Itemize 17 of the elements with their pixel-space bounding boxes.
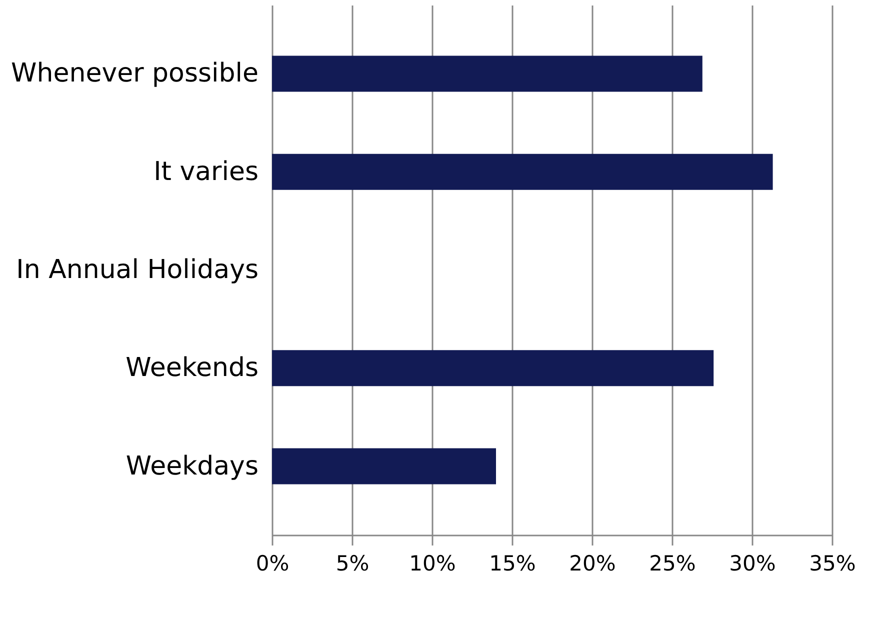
y-tick-label: It varies	[154, 156, 258, 187]
y-tick-label: Whenever possible	[11, 58, 258, 89]
bar	[272, 154, 773, 190]
x-tick-label: 35%	[809, 552, 856, 576]
x-tick-label: 15%	[489, 552, 536, 576]
y-tick-label: In Annual Holidays	[16, 255, 258, 285]
bar	[272, 56, 702, 92]
x-tick-label: 5%	[336, 552, 370, 576]
bar	[272, 448, 496, 484]
x-tick-label: 0%	[256, 552, 290, 576]
bar	[272, 350, 714, 386]
x-tick-label: 10%	[409, 552, 456, 576]
x-tick-label: 30%	[729, 552, 776, 576]
y-tick-label: Weekends	[126, 353, 258, 384]
y-tick-label: Weekdays	[126, 451, 258, 482]
x-tick-label: 25%	[649, 552, 696, 576]
x-tick-label: 20%	[569, 552, 616, 576]
